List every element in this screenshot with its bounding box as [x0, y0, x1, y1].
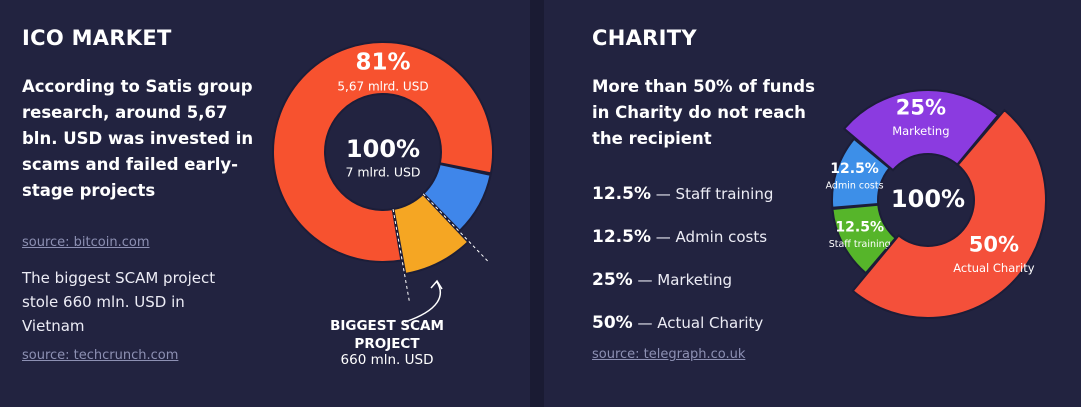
legend-label: Marketing [657, 271, 733, 289]
legend-item: 25% — Marketing [592, 270, 732, 290]
donut-segment [831, 137, 891, 209]
legend-label: Actual Charity [657, 314, 764, 332]
center-sublabel: 7 mlrd. USD [345, 165, 420, 180]
divider [530, 0, 544, 407]
legend-item: 12.5% — Staff training [592, 184, 773, 204]
segment-edge [422, 193, 491, 264]
source-link[interactable]: source: bitcoin.com [22, 235, 150, 250]
legend-label: Admin costs [675, 228, 768, 246]
segment-value-label: 12.5% [835, 220, 884, 236]
legend-value: 12.5% [592, 184, 651, 204]
donut-segment [392, 192, 470, 276]
segment-value-label: 50% [969, 232, 1019, 256]
segment-category-label: Admin costs [826, 180, 884, 191]
segment-value-label: 81% [355, 50, 410, 76]
donut-segment [851, 108, 1048, 320]
legend-separator: — [655, 228, 671, 246]
legend-value: 50% [592, 313, 633, 333]
segment-sublabel: 660 mln. USD [340, 352, 434, 368]
segment-category-label: Marketing [892, 124, 949, 138]
arrow [404, 281, 441, 323]
segment-sublabel: 5,67 mlrd. USD [337, 80, 428, 94]
center-label: 100% [346, 135, 420, 163]
segment-value-label: 12.5% [830, 161, 879, 177]
panel-subtitle: More than 50% of funds in Charity do not… [592, 77, 815, 148]
note: The biggest SCAM project stole 660 mln. … [22, 269, 216, 335]
legend-item: 50% — Actual Charity [592, 313, 763, 333]
donut-segment [831, 203, 898, 275]
donut-segment [842, 89, 1000, 172]
segment-value-label: 25% [896, 95, 946, 119]
legend-separator: — [637, 314, 653, 332]
donut-segment [272, 41, 494, 263]
legend-separator: — [637, 271, 653, 289]
segment-label: BIGGEST SCAM PROJECT [330, 318, 444, 352]
panel-title: CHARITY [592, 26, 697, 50]
legend-separator: — [655, 185, 671, 203]
donut-segment [422, 162, 492, 233]
arrow-head [430, 279, 443, 290]
panel-title: ICO MARKET [22, 26, 172, 50]
source-link[interactable]: source: telegraph.co.uk [592, 347, 746, 362]
segment-category-label: Staff training [829, 239, 891, 250]
panel-subtitle: According to Satis group research, aroun… [22, 77, 254, 200]
legend-value: 12.5% [592, 227, 651, 247]
legend-label: Staff training [675, 185, 774, 203]
center-label: 100% [891, 185, 965, 213]
legend-value: 25% [592, 270, 633, 290]
segment-category-label: Actual Charity [953, 261, 1034, 275]
source-link[interactable]: source: techcrunch.com [22, 348, 179, 363]
segment-edge [392, 209, 411, 304]
legend-item: 12.5% — Admin costs [592, 227, 767, 247]
